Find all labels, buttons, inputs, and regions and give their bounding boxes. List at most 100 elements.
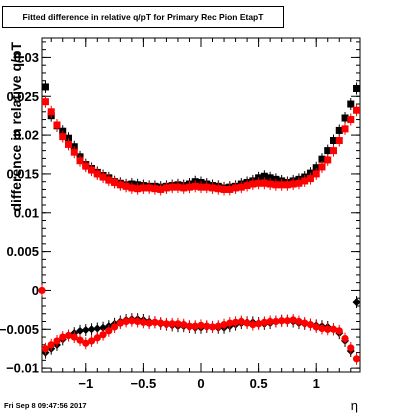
data-point: [53, 121, 61, 129]
data-point: [226, 185, 234, 193]
data-point: [203, 322, 211, 330]
data-point: [209, 184, 217, 192]
data-point: [255, 179, 263, 187]
data-point: [347, 344, 355, 352]
x-tick-label: −1: [78, 376, 93, 391]
series-3: [38, 284, 361, 365]
data-point: [185, 322, 194, 330]
data-point: [185, 183, 193, 191]
y-axis-title: difference in relative q/pT: [8, 42, 24, 212]
y-tick-label: 0: [32, 283, 39, 298]
data-point: [295, 317, 303, 326]
data-point: [352, 298, 361, 307]
data-point: [38, 286, 46, 295]
data-point: [151, 185, 159, 193]
data-point: [335, 126, 343, 134]
data-point: [53, 337, 61, 345]
data-point: [99, 323, 108, 332]
data-point: [59, 333, 67, 341]
data-point: [260, 172, 268, 180]
x-tick-label: 0: [197, 376, 204, 391]
data-point: [312, 170, 320, 178]
data-point: [41, 83, 49, 91]
data-point: [41, 98, 49, 106]
data-point: [145, 319, 153, 327]
data-point: [76, 157, 84, 165]
data-point: [197, 321, 205, 329]
data-point: [134, 185, 142, 193]
y-tick-label: −0.01: [6, 361, 39, 376]
data-point: [301, 319, 309, 327]
x-axis-title: η: [351, 398, 358, 413]
data-point: [312, 164, 320, 172]
data-point: [289, 180, 297, 188]
data-point: [232, 184, 240, 192]
data-point: [330, 137, 337, 145]
data-point: [335, 327, 343, 335]
chart-title: Fitted difference in relative q/pT for P…: [22, 12, 264, 22]
data-point: [65, 134, 72, 142]
data-point: [93, 324, 102, 333]
data-point: [329, 325, 338, 333]
y-tick-label: 0.025: [6, 89, 39, 104]
data-point: [122, 317, 130, 326]
data-point: [301, 177, 309, 185]
data-point: [134, 317, 142, 326]
data-point: [65, 140, 72, 148]
data-point: [341, 335, 349, 343]
x-tick-label: 1: [313, 376, 320, 391]
data-point: [116, 319, 124, 327]
data-point: [157, 319, 165, 327]
data-point: [324, 156, 332, 164]
y-tick-label: 0.005: [6, 244, 39, 259]
plot-axes: [41, 37, 361, 373]
data-point: [237, 317, 245, 326]
data-point: [93, 170, 101, 178]
data-point: [324, 147, 332, 155]
data-point: [139, 318, 147, 326]
data-point: [47, 341, 55, 349]
data-point: [105, 176, 113, 184]
data-point: [289, 316, 297, 324]
axis-labels: −0.01 −0.005 0 0.005 0.01 0.015 0.02 0.025 0.03 −…: [0, 42, 358, 413]
y-tick-label: 0.01: [14, 205, 39, 220]
data-point: [208, 323, 217, 331]
data-point: [162, 320, 171, 328]
data-point: [76, 336, 84, 344]
data-point: [145, 184, 153, 192]
data-point: [180, 184, 188, 192]
data-point: [220, 321, 228, 329]
data-point: [105, 327, 113, 335]
data-point: [341, 125, 349, 133]
data-point: [341, 114, 349, 122]
y-tick-label: 0.015: [6, 166, 39, 181]
data-point: [168, 320, 176, 328]
y-tick-label: 0.02: [14, 128, 39, 143]
data-point: [111, 178, 119, 186]
data-point: [203, 183, 211, 191]
data-point: [278, 317, 286, 325]
data-point: [255, 320, 263, 328]
data-point: [128, 317, 136, 325]
data-point: [226, 319, 234, 327]
data-point: [70, 148, 78, 156]
data-point: [278, 181, 286, 189]
series-1: [41, 95, 361, 196]
data-point: [353, 84, 361, 92]
chart-title-box: Fitted difference in relative q/pT for P…: [2, 6, 284, 28]
data-point: [243, 182, 251, 190]
data-point: [197, 183, 205, 191]
data-point: [272, 317, 280, 326]
data-point: [260, 179, 268, 187]
data-point: [214, 185, 222, 193]
y-tick-label: −0.005: [0, 322, 39, 337]
data-point: [157, 185, 165, 193]
x-tick-label: 0.5: [250, 376, 268, 391]
data-point: [243, 319, 251, 327]
data-point: [220, 185, 228, 193]
timestamp-footer: Fri Sep 8 09:47:56 2017: [4, 401, 87, 410]
data-point: [87, 337, 96, 345]
data-point: [330, 147, 337, 155]
data-point: [347, 116, 355, 124]
data-point: [93, 334, 101, 342]
